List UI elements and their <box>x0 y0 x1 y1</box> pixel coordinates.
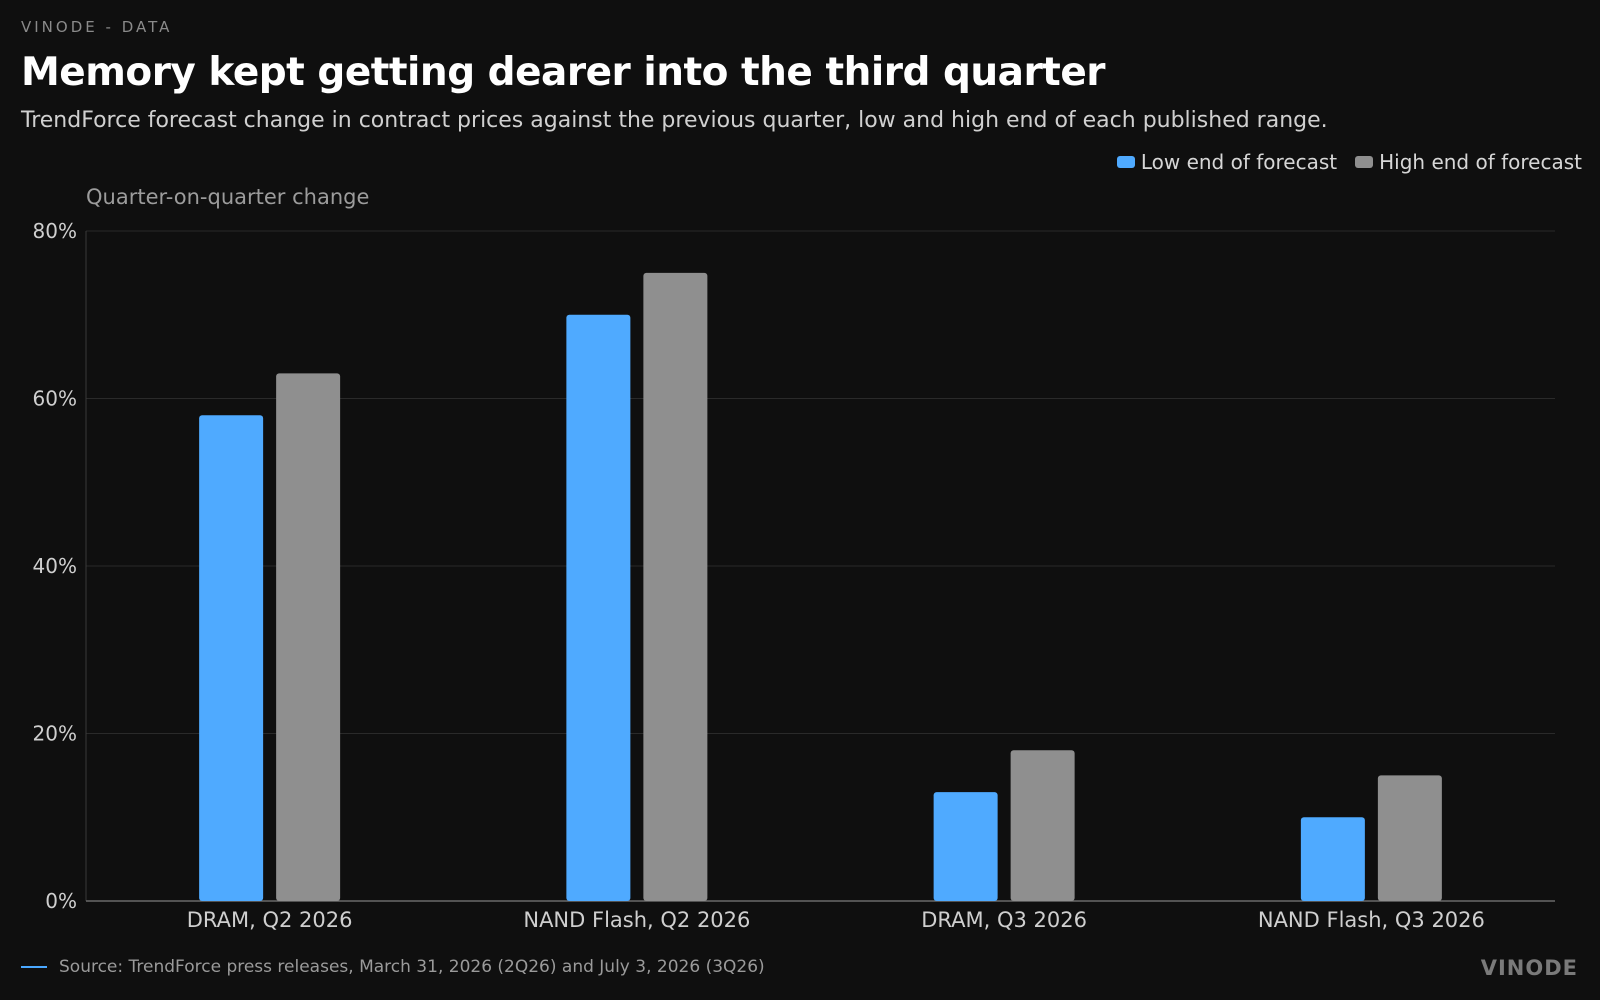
source-footer: Source: TrendForce press releases, March… <box>21 957 765 977</box>
brand-logo: VINODE <box>1480 956 1578 980</box>
y-tick-label: 80% <box>33 219 77 243</box>
y-tick-label: 40% <box>33 554 77 578</box>
bar-high <box>1010 750 1075 901</box>
x-tick-label: NAND Flash, Q2 2026 <box>523 908 750 932</box>
legend-item-high: High end of forecast <box>1355 150 1582 174</box>
bar-high <box>1377 775 1442 901</box>
legend: Low end of forecast High end of forecast <box>1116 150 1582 174</box>
source-text: Source: TrendForce press releases, March… <box>59 957 765 977</box>
x-tick-label: DRAM, Q2 2026 <box>187 908 353 932</box>
bar-low <box>199 415 264 901</box>
chart-subtitle: TrendForce forecast change in contract p… <box>21 108 1328 133</box>
y-tick-label: 60% <box>33 387 77 411</box>
bar-low <box>933 792 998 901</box>
y-axis-title: Quarter-on-quarter change <box>86 185 370 209</box>
y-tick-label: 0% <box>45 889 77 913</box>
legend-item-low: Low end of forecast <box>1116 150 1338 174</box>
legend-swatch-high <box>1355 156 1374 168</box>
bar-high <box>276 373 341 901</box>
x-tick-label: NAND Flash, Q3 2026 <box>1258 908 1485 932</box>
legend-label-low: Low end of forecast <box>1140 150 1338 174</box>
kicker: VINODE - DATA <box>21 18 173 36</box>
chart-title: Memory kept getting dearer into the thir… <box>21 50 1106 95</box>
footer-accent-line <box>21 966 47 968</box>
bar-high <box>643 272 708 901</box>
legend-label-high: High end of forecast <box>1379 150 1582 174</box>
bar-low <box>1300 817 1365 901</box>
x-tick-label: DRAM, Q3 2026 <box>921 908 1087 932</box>
y-tick-label: 20% <box>33 722 77 746</box>
legend-swatch-low <box>1116 156 1135 168</box>
bar-low <box>566 314 631 901</box>
